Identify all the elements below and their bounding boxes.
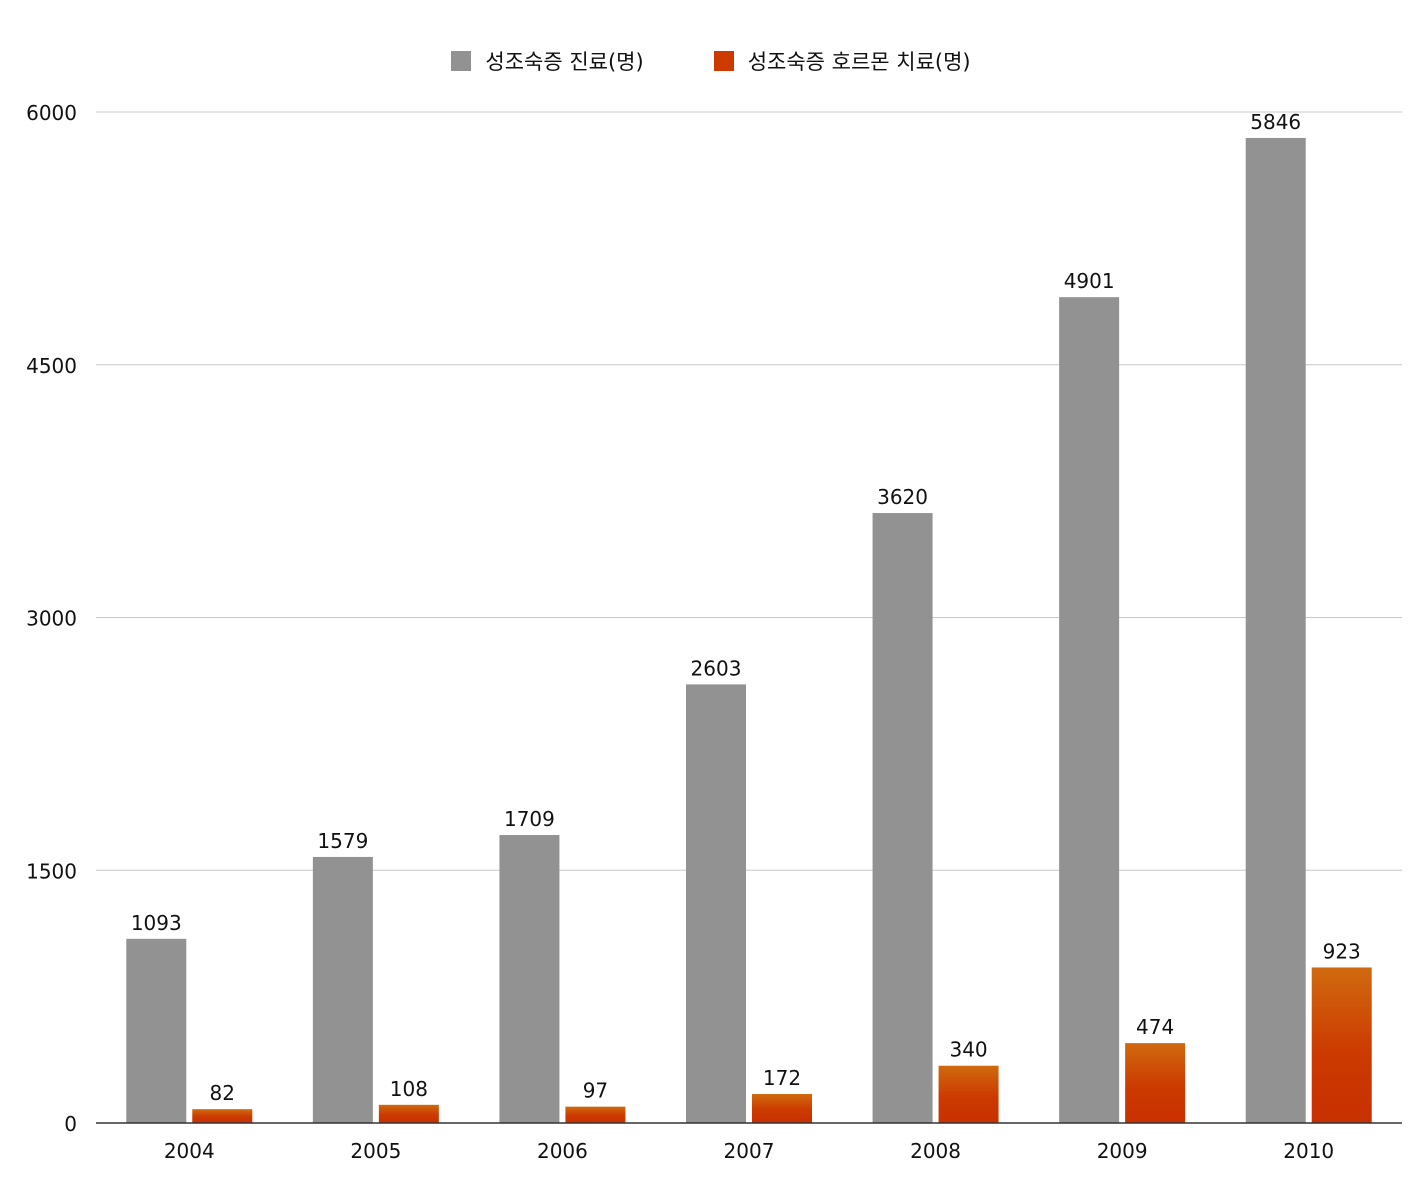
bar-consultation	[1059, 297, 1120, 1123]
y-tick-label: 3000	[26, 607, 77, 631]
legend-swatch-gray	[451, 51, 472, 71]
legend-item-consultation: 성조숙증 진료(명)	[451, 46, 644, 76]
data-label: 1093	[131, 911, 182, 935]
legend: 성조숙증 진료(명) 성조숙증 호르몬 치료(명)	[0, 46, 1422, 76]
data-label: 108	[390, 1077, 428, 1101]
x-tick-label: 2006	[537, 1139, 588, 1163]
y-axis: 0 1500 3000 4500 6000	[26, 101, 77, 1136]
legend-swatch-orange	[713, 51, 734, 71]
data-label: 5846	[1250, 110, 1301, 134]
bar-hormone-treatment	[1125, 1043, 1186, 1123]
data-label: 2603	[691, 656, 742, 680]
data-labels: 1093 82 1579 108 1709 97 2603 172 3620 340 4901 474…	[131, 110, 1361, 1105]
bar-hormone-treatment	[752, 1094, 812, 1123]
data-label: 1709	[504, 807, 555, 831]
bars	[126, 137, 1372, 1124]
data-label: 3620	[877, 485, 928, 509]
data-label: 923	[1323, 939, 1361, 963]
data-label: 4901	[1064, 269, 1115, 293]
bar-consultation	[1245, 137, 1306, 1124]
x-tick-label: 2004	[164, 1139, 215, 1163]
legend-label-hormone-treatment: 성조숙증 호르몬 치료(명)	[747, 50, 971, 74]
y-tick-label: 6000	[26, 101, 77, 125]
data-label: 172	[763, 1066, 801, 1090]
data-label: 340	[949, 1038, 987, 1062]
bar-hormone-treatment	[565, 1106, 626, 1123]
data-label: 82	[210, 1081, 235, 1105]
bar-hormone-treatment	[192, 1109, 253, 1123]
bar-hormone-treatment	[378, 1104, 439, 1123]
bar-consultation	[499, 835, 560, 1123]
bar-hormone-treatment	[938, 1065, 999, 1123]
data-label: 97	[583, 1079, 608, 1103]
x-tick-label: 2010	[1283, 1139, 1334, 1163]
gridlines	[96, 111, 1402, 871]
data-label: 474	[1136, 1015, 1174, 1039]
x-axis: 2004 2005 2006 2007 2008 2009 2010	[96, 1122, 1402, 1163]
bar-consultation	[872, 513, 933, 1123]
data-label: 1579	[317, 829, 368, 853]
bar-hormone-treatment	[1311, 967, 1372, 1123]
y-tick-label: 4500	[26, 354, 77, 378]
legend-item-hormone-treatment: 성조숙증 호르몬 치료(명)	[713, 46, 971, 76]
x-tick-label: 2008	[910, 1139, 961, 1163]
legend-label-consultation: 성조숙증 진료(명)	[485, 50, 644, 74]
x-tick-label: 2009	[1097, 1139, 1148, 1163]
bar-consultation	[126, 938, 187, 1123]
x-tick-label: 2005	[350, 1139, 401, 1163]
y-tick-label: 1500	[26, 859, 77, 883]
bar-consultation	[312, 856, 373, 1123]
x-tick-label: 2007	[724, 1139, 775, 1163]
bar-consultation	[686, 684, 746, 1123]
y-tick-label: 0	[64, 1112, 77, 1136]
